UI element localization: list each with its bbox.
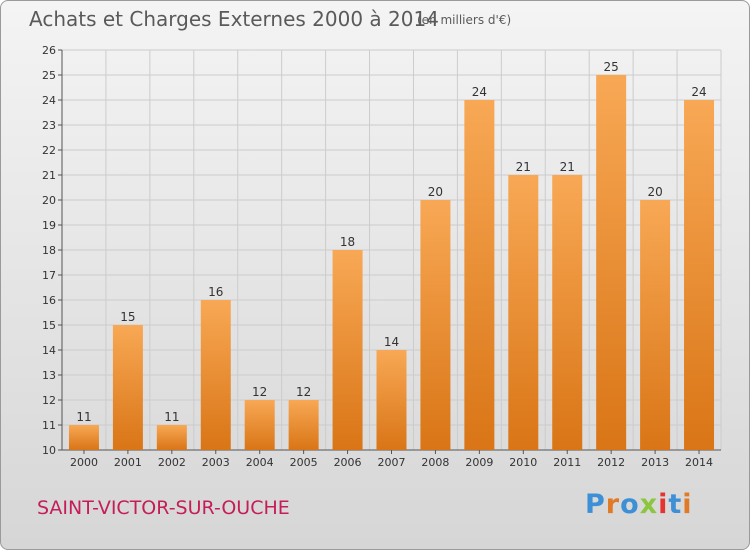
bar	[332, 250, 363, 450]
x-tick-label: 2010	[509, 456, 537, 469]
y-tick-label: 16	[42, 294, 56, 307]
bar	[376, 350, 407, 450]
bar	[596, 75, 627, 450]
bar	[156, 425, 187, 450]
value-label: 21	[516, 160, 531, 174]
value-label: 12	[296, 385, 311, 399]
bars	[68, 75, 715, 450]
y-tick-label: 23	[42, 119, 56, 132]
y-tick-label: 10	[42, 444, 56, 457]
axes: 10 11 12 13 14 15 16 17 18 19 20 21 22 23 24 25 26 2000 20…	[42, 44, 721, 469]
bar	[288, 400, 319, 450]
value-label: 21	[560, 160, 575, 174]
value-label: 20	[428, 185, 443, 199]
x-tick-label: 2013	[641, 456, 669, 469]
value-labels: 11 15 11 16 12 12 18 14 20 24 21 21 25 20 24	[76, 60, 706, 424]
logo-letter: o	[620, 489, 640, 520]
y-tick-label: 12	[42, 394, 56, 407]
y-tick-label: 21	[42, 169, 56, 182]
value-label: 25	[604, 60, 619, 74]
logo-letter: P	[585, 489, 606, 520]
x-tick-label: 2008	[421, 456, 449, 469]
y-tick-label: 18	[42, 244, 56, 257]
bar	[684, 100, 715, 450]
value-label: 20	[647, 185, 662, 199]
y-tick-label: 19	[42, 219, 56, 232]
logo-letter: t	[668, 489, 683, 520]
bar	[640, 200, 671, 450]
bar	[200, 300, 231, 450]
x-tick-label: 2002	[158, 456, 186, 469]
x-tick-label: 2004	[246, 456, 274, 469]
unit-note: (en milliers d'€)	[417, 13, 512, 27]
x-tick-label: 2005	[290, 456, 318, 469]
value-label: 14	[384, 335, 399, 349]
chart-title: Achats et Charges Externes 2000 à 2014	[29, 7, 439, 31]
x-tick-label: 2006	[334, 456, 362, 469]
bar	[552, 175, 583, 450]
y-tick-label: 20	[42, 194, 56, 207]
commune-name: SAINT-VICTOR-SUR-OUCHE	[37, 497, 290, 519]
logo-letter: r	[605, 489, 621, 520]
y-tick-label: 22	[42, 144, 56, 157]
value-label: 11	[164, 410, 179, 424]
x-tick-label: 2003	[202, 456, 230, 469]
x-tick-label: 2011	[553, 456, 581, 469]
value-label: 16	[208, 285, 223, 299]
logo-letter: i	[682, 489, 693, 520]
bar	[420, 200, 451, 450]
y-tick-label: 14	[42, 344, 56, 357]
x-tick-label: 2014	[685, 456, 713, 469]
bar	[68, 425, 99, 450]
logo-letter: i	[658, 489, 669, 520]
y-tick-label: 25	[42, 69, 56, 82]
value-label: 11	[76, 410, 91, 424]
x-tick-label: 2000	[70, 456, 98, 469]
y-tick-label: 15	[42, 319, 56, 332]
value-label: 15	[120, 310, 135, 324]
value-label: 24	[691, 85, 706, 99]
bar	[112, 325, 143, 450]
y-tick-label: 26	[42, 44, 56, 57]
y-tick-label: 17	[42, 269, 56, 282]
bar	[244, 400, 275, 450]
x-tick-label: 2007	[378, 456, 406, 469]
proxiti-logo: Proxiti	[585, 489, 693, 520]
x-tick-label: 2009	[465, 456, 493, 469]
bar	[508, 175, 539, 450]
value-label: 12	[252, 385, 267, 399]
bar	[464, 100, 495, 450]
value-label: 24	[472, 85, 487, 99]
x-tick-label: 2012	[597, 456, 625, 469]
y-tick-label: 24	[42, 94, 56, 107]
value-label: 18	[340, 235, 355, 249]
x-tick-label: 2001	[114, 456, 142, 469]
logo-letter: x	[639, 489, 659, 520]
y-tick-label: 11	[42, 419, 56, 432]
y-tick-label: 13	[42, 369, 56, 382]
